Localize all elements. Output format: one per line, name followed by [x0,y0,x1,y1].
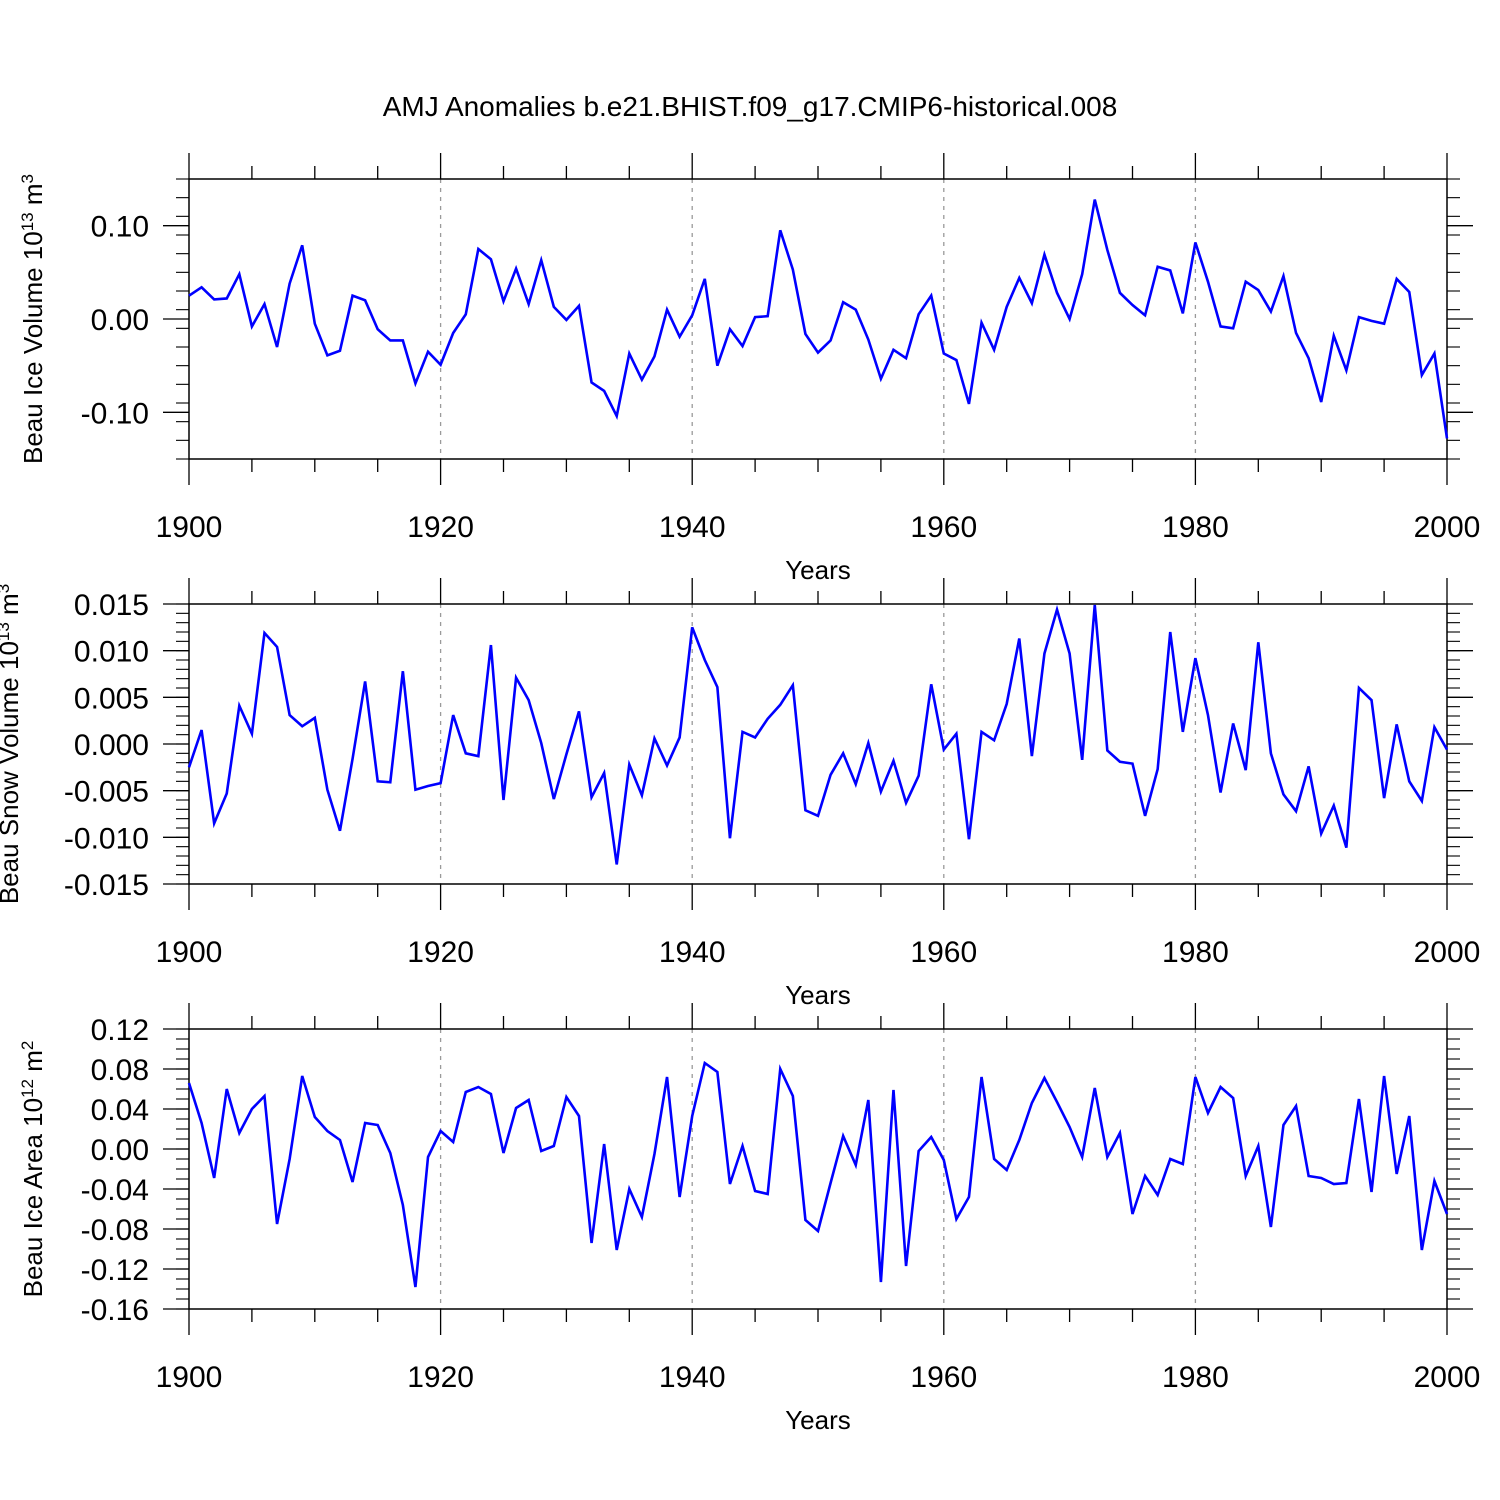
series-line-ice-area [187,1060,1449,1288]
series-line-ice-volume [188,199,1449,439]
y-tick-label: 0.00 [91,1134,149,1167]
x-tick-label: 1900 [156,511,223,544]
x-tick-label: 2000 [1414,1361,1481,1394]
y-tick-label: -0.16 [81,1294,149,1327]
y-tick-label: 0.015 [74,589,149,622]
plot-frame [188,1028,1448,1310]
y-tick-label: -0.015 [64,869,149,902]
y-tick-label: 0.005 [74,682,149,715]
x-axis-label: Years [785,980,851,1010]
y-tick-label: 0.04 [91,1094,149,1127]
panel-ice-volume: -0.10 0.00 0.10 1900 1920 1940 1960 1980 2000 Yea… [18,153,1481,585]
y-tick-label: 0.10 [91,211,149,244]
y-axis-label: Beau Snow Volume 1013 m3 [0,584,24,904]
y-axis-label-exponent: 13 [0,622,13,641]
y-tick-label: -0.08 [81,1214,149,1247]
panel-snow-volume: -0.015 -0.010 -0.005 0.000 0.005 0.010 0.015 19… [0,578,1480,1010]
x-tick-label: 1980 [1162,511,1229,544]
x-tick-label: 2000 [1414,936,1481,969]
x-tick-label: 1960 [910,936,977,969]
y-axis-label-text: Beau Ice Volume 10 [18,231,48,464]
panels: -0.10 0.00 0.10 1900 1920 1940 1960 1980 2000 Yea… [0,153,1480,1435]
y-tick-label: 0.010 [74,636,149,669]
y-tick-label: -0.010 [64,822,149,855]
x-tick-label: 1960 [910,1361,977,1394]
y-axis-label-unit-exponent: 3 [18,174,37,183]
y-axis-label-unit-exponent: 2 [18,1041,37,1050]
y-tick-label: -0.10 [81,397,149,430]
x-tick-label: 1940 [659,936,726,969]
y-axis-label-unit-exponent: 3 [0,584,13,593]
y-tick-label: -0.005 [64,776,149,809]
series-line-snow-volume [187,604,1449,865]
y-tick-label: 0.00 [91,304,149,337]
y-axis-label-text: Beau Snow Volume 10 [0,641,24,904]
y-axis-label-exponent: 12 [18,1079,37,1098]
x-tick-label: 1920 [407,511,474,544]
x-tick-label: 1920 [407,936,474,969]
plot-frame [188,178,1448,460]
x-tick-label: 1960 [910,511,977,544]
y-axis-label: Beau Ice Area 1012 m2 [18,1041,49,1298]
x-tick-label: 2000 [1414,511,1481,544]
y-tick-label: 0.08 [91,1054,149,1087]
y-axis-label-exponent: 13 [18,212,37,231]
y-tick-label: 0.000 [74,729,149,762]
y-axis-label-unit: m [18,1050,48,1079]
x-tick-label: 1980 [1162,1361,1229,1394]
chart-title: AMJ Anomalies b.e21.BHIST.f09_g17.CMIP6-… [383,91,1118,122]
panel-ice-area: -0.16 -0.12 -0.08 -0.04 0.00 0.04 0.08 0.12 1900… [18,1003,1481,1435]
x-tick-label: 1900 [156,1361,223,1394]
y-axis-label-text: Beau Ice Area 10 [18,1098,48,1297]
x-tick-label: 1920 [407,1361,474,1394]
y-axis-label-unit: m [18,183,48,212]
x-tick-label: 1900 [156,936,223,969]
y-axis-label: Beau Ice Volume 1013 m3 [18,174,49,464]
y-tick-label: 0.12 [91,1014,149,1047]
x-tick-label: 1940 [659,1361,726,1394]
y-tick-label: -0.12 [81,1254,149,1287]
y-axis-label-unit: m [0,593,24,622]
x-axis-label: Years [785,555,851,585]
y-tick-label: -0.04 [81,1174,149,1207]
x-tick-label: 1980 [1162,936,1229,969]
x-axis-label: Years [785,1405,851,1435]
x-tick-label: 1940 [659,511,726,544]
